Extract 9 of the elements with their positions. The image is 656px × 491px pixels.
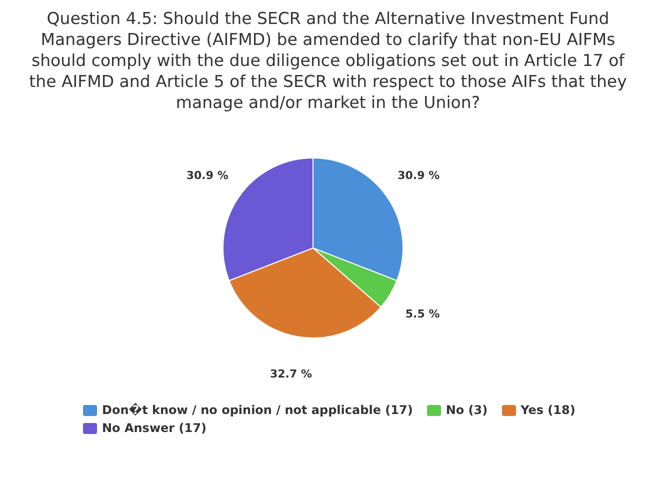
data-label: 5.5 % <box>405 308 440 321</box>
legend-label: No (3) <box>446 403 488 417</box>
chart-title: Question 4.5: Should the SECR and the Alternative Investment Fund Managers Directive (AIFMD) be amended to clarify that non-EU AIFMs should comply with the due diligence obligations set out in Article 17 of the AIFMD and Article 5 of the SECR with respect to those AIFs that they manage and/or market in the Union? <box>28 8 628 113</box>
data-label: 32.7 % <box>270 368 312 381</box>
data-label: 30.9 % <box>186 169 228 182</box>
legend-label: No Answer (17) <box>102 421 206 435</box>
legend-label: Yes (18) <box>520 403 576 417</box>
data-label: 30.9 % <box>398 169 440 182</box>
legend-label: Don�t know / no opinion / not applicable (17) <box>102 403 413 417</box>
